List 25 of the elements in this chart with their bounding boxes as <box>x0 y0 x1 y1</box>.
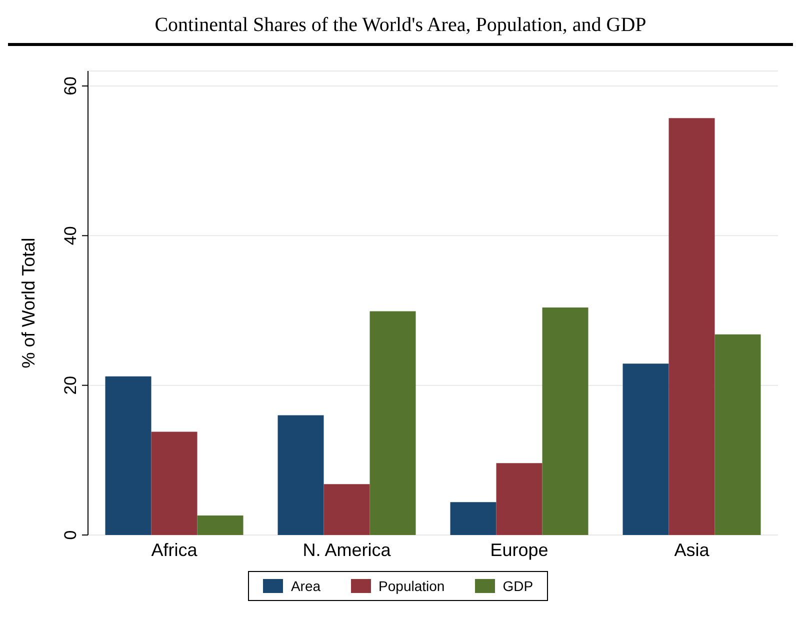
bar <box>197 516 244 535</box>
bar <box>542 307 588 535</box>
bar <box>151 432 198 535</box>
bar <box>450 502 496 535</box>
legend-label: Population <box>378 578 445 594</box>
y-tick-label: 20 <box>61 376 80 395</box>
bar <box>105 376 152 535</box>
bar <box>714 334 761 535</box>
legend-label: GDP <box>502 578 534 594</box>
bar <box>496 463 542 535</box>
y-tick-label: 40 <box>61 226 80 246</box>
x-tick-label: Asia <box>674 540 710 560</box>
y-tick-label: 60 <box>61 76 80 96</box>
bar <box>324 484 370 535</box>
x-tick-label: Africa <box>151 540 198 560</box>
x-tick-label: Europe <box>490 540 548 560</box>
y-axis-title: % of World Total <box>18 238 38 368</box>
chart-title: Continental Shares of the World's Area, Population, and GDP <box>8 8 793 46</box>
legend-label: Area <box>290 578 321 594</box>
bar <box>668 118 715 535</box>
x-tick-label: N. America <box>302 540 392 560</box>
bar <box>622 364 669 535</box>
bar <box>370 311 416 535</box>
bar <box>278 415 324 535</box>
y-tick-label: 0 <box>61 530 80 540</box>
